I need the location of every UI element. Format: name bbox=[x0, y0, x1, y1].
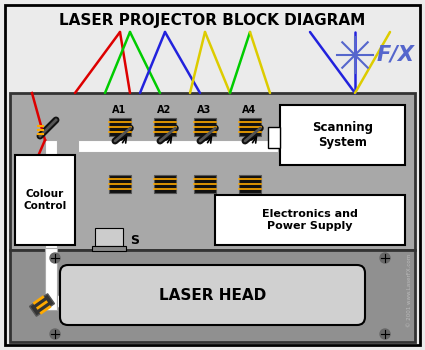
Circle shape bbox=[380, 253, 390, 263]
Bar bbox=[92, 246, 126, 251]
Bar bbox=[194, 118, 216, 136]
Circle shape bbox=[50, 329, 60, 339]
Bar bbox=[95, 228, 123, 246]
Bar bbox=[280, 105, 405, 165]
Bar bbox=[239, 175, 261, 193]
FancyBboxPatch shape bbox=[60, 265, 365, 325]
Bar bbox=[194, 175, 216, 193]
Text: Scanning
System: Scanning System bbox=[312, 121, 373, 149]
Text: LASER HEAD: LASER HEAD bbox=[159, 287, 266, 302]
Text: © 2001 www.LaserFX.com: © 2001 www.LaserFX.com bbox=[407, 253, 412, 327]
Circle shape bbox=[380, 329, 390, 339]
Bar bbox=[268, 127, 280, 148]
Bar bbox=[109, 175, 131, 193]
Text: A1: A1 bbox=[112, 105, 126, 115]
Text: Colour
Control: Colour Control bbox=[23, 189, 67, 211]
Bar bbox=[215, 195, 405, 245]
Text: A4: A4 bbox=[242, 105, 256, 115]
Bar bbox=[78, 140, 278, 152]
Text: F/X: F/X bbox=[377, 45, 415, 65]
Bar bbox=[109, 118, 131, 136]
Bar bbox=[57, 295, 75, 307]
Bar bbox=[239, 118, 261, 136]
Text: S: S bbox=[130, 233, 139, 246]
Text: Electronics and
Power Supply: Electronics and Power Supply bbox=[262, 209, 358, 231]
Text: A2: A2 bbox=[157, 105, 171, 115]
Bar bbox=[15, 155, 75, 245]
Bar bbox=[154, 118, 176, 136]
Circle shape bbox=[50, 253, 60, 263]
Bar bbox=[10, 93, 415, 250]
Polygon shape bbox=[30, 294, 54, 316]
Bar bbox=[45, 248, 57, 310]
Bar bbox=[154, 175, 176, 193]
Bar bbox=[10, 250, 415, 342]
Bar bbox=[45, 140, 57, 248]
Text: LASER PROJECTOR BLOCK DIAGRAM: LASER PROJECTOR BLOCK DIAGRAM bbox=[60, 13, 366, 28]
Text: A3: A3 bbox=[197, 105, 211, 115]
